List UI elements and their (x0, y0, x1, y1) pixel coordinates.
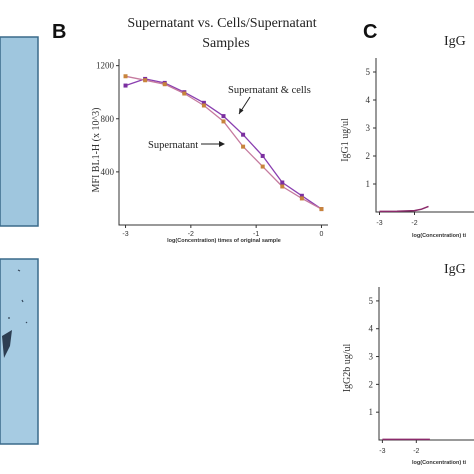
chart-c-top-x-axis-label: log(Concentration) ti (412, 233, 467, 239)
b-x-tick-label: 0 (320, 231, 324, 238)
b-data-point-0 (280, 180, 285, 185)
chart-c-bottom-y-axis-label: IgG2b ug/ul (342, 343, 353, 392)
b-data-point-0 (201, 100, 206, 105)
chart-b-points (123, 74, 324, 212)
chart-b-y-axis-label: MFI BL1-H (x 10^3) (91, 108, 102, 193)
c-y-tick-label: 4 (366, 95, 371, 105)
b-data-point-1 (162, 82, 167, 87)
chart-b-x-axis-label: log(Concentration) times of original sam… (167, 238, 281, 244)
chart-b-y-ticks: 400 800 1200 (96, 61, 119, 177)
b-data-point-0 (123, 83, 128, 88)
chart-c-bottom-x-ticks: -3 -2 (379, 440, 420, 455)
chart-c-top-axes (375, 58, 474, 213)
dark-speckles (8, 269, 28, 324)
annotation-supernatant-cells: Supernatant & cells (228, 85, 311, 96)
chart-c-bottom-axes (378, 287, 474, 441)
b-y-tick-label: 1200 (96, 61, 115, 71)
b-x-tick-label: -2 (188, 231, 194, 238)
annotation-supernatant: Supernatant (148, 140, 198, 151)
chart-c-bottom-x-axis-label: log(Concentration) ti (412, 460, 467, 466)
chart-b: Supernatant vs. Cells/Supernatant Sample… (91, 16, 328, 244)
b-data-point-1 (280, 184, 285, 189)
chart-c-bottom-y-ticks: 1 2 3 4 5 (369, 296, 379, 417)
b-y-tick-label: 400 (101, 167, 115, 177)
chart-c-bottom-title: IgG (444, 262, 466, 277)
c-x-tick-label: -2 (413, 448, 419, 455)
c-y-tick-label: 5 (369, 296, 374, 306)
c-y-tick-label: 2 (366, 151, 371, 161)
b-data-point-1 (299, 196, 304, 201)
chart-c-bottom: IgG 1 2 3 4 5 -3 -2 IgG2b ug/ul log(Concentra… (342, 262, 474, 466)
b-data-point-0 (241, 132, 246, 137)
chart-c-top-y-ticks: 1 2 3 4 5 (366, 67, 376, 189)
b-data-point-1 (182, 91, 187, 96)
c-y-tick-label: 4 (369, 324, 374, 334)
c-x-tick-label: -2 (411, 220, 417, 227)
b-data-point-1 (241, 144, 246, 149)
b-x-tick-label: -3 (122, 231, 128, 238)
c-x-tick-label: -3 (376, 220, 382, 227)
b-data-point-1 (319, 207, 324, 212)
chart-b-x-ticks: -3 -2 -1 0 (122, 225, 324, 238)
c-y-tick-label: 3 (366, 123, 371, 133)
dark-mark (2, 330, 12, 358)
blue-image-tile-top (0, 36, 39, 227)
left-panel-fragment (0, 36, 39, 445)
c-x-tick-label: -3 (379, 448, 385, 455)
chart-b-title-line1: Supernatant vs. Cells/Supernatant (127, 16, 316, 31)
b-data-point-0 (299, 193, 304, 198)
chart-b-axes (118, 59, 328, 226)
b-data-point-0 (221, 114, 226, 119)
c-y-tick-label: 1 (366, 179, 371, 189)
b-data-point-1 (143, 78, 148, 83)
annotation-arrowhead-supernatant (219, 141, 225, 147)
panel-letter-b: B (52, 21, 66, 43)
b-data-point-1 (201, 103, 206, 108)
c-y-tick-label: 2 (369, 379, 374, 389)
chart-c-top-title: IgG (444, 34, 466, 49)
chart-c-top-y-axis-label: IgG1 ug/ul (340, 118, 351, 162)
chart-c-top: IgG 1 2 3 4 5 -3 -2 IgG1 ug/ul log(Concentrat… (340, 34, 474, 239)
b-x-tick-label: -1 (253, 231, 259, 238)
c-y-tick-label: 3 (369, 352, 374, 362)
c-y-tick-label: 5 (366, 67, 371, 77)
chart-b-title-line2: Samples (202, 36, 249, 51)
c-y-tick-label: 1 (369, 407, 374, 417)
chart-c-top-series-line (379, 205, 429, 213)
b-y-tick-label: 800 (101, 114, 115, 124)
chart-c-top-x-ticks: -3 -2 (376, 212, 418, 227)
annotation-arrowhead-cells (239, 108, 244, 114)
b-data-point-1 (260, 164, 265, 169)
b-data-point-1 (123, 74, 128, 79)
b-data-point-0 (260, 153, 265, 158)
panel-letter-c: C (363, 21, 377, 43)
b-data-point-1 (221, 119, 226, 124)
